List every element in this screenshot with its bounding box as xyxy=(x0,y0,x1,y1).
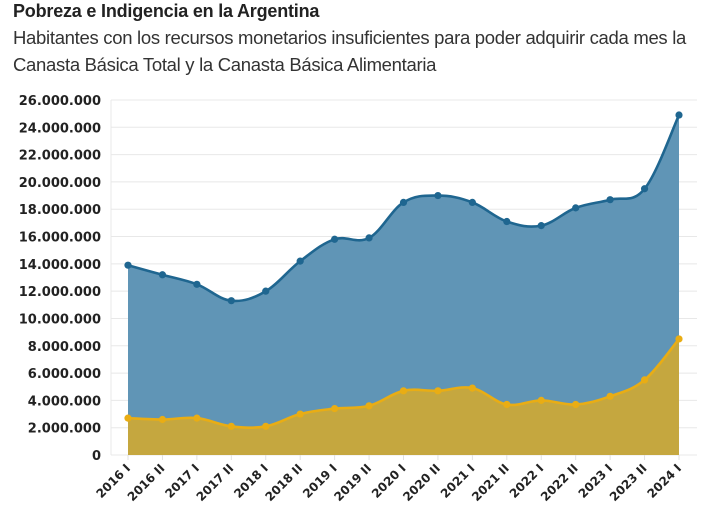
x-tick-label: 2020 II xyxy=(400,461,443,504)
data-point-0-12[interactable] xyxy=(537,222,545,230)
y-tick-label: 22.000.000 xyxy=(19,149,101,164)
data-point-1-15[interactable] xyxy=(640,376,649,384)
series-area-1 xyxy=(128,338,679,455)
data-point-0-14[interactable] xyxy=(606,196,614,204)
data-point-0-13[interactable] xyxy=(572,204,580,212)
data-point-0-5[interactable] xyxy=(296,257,304,265)
data-point-0-4[interactable] xyxy=(262,287,270,295)
y-tick-label: 26.000.000 xyxy=(19,94,101,109)
data-point-0-3[interactable] xyxy=(227,297,235,305)
y-tick-label: 10.000.000 xyxy=(19,312,101,327)
data-point-1-1[interactable] xyxy=(158,415,167,424)
x-tick-label: 2024 I xyxy=(644,461,684,501)
data-point-0-0[interactable] xyxy=(124,261,132,269)
data-point-1-11[interactable] xyxy=(503,400,511,409)
y-tick-label: 12.000.000 xyxy=(19,285,101,300)
data-point-0-15[interactable] xyxy=(640,185,649,193)
data-point-0-7[interactable] xyxy=(365,234,373,242)
data-point-0-11[interactable] xyxy=(503,217,511,226)
series-points xyxy=(124,111,683,430)
y-tick-label: 2.000.000 xyxy=(28,422,101,437)
y-tick-label: 0 xyxy=(92,449,101,464)
data-point-1-5[interactable] xyxy=(296,410,304,418)
series-areas xyxy=(128,115,679,455)
x-tick-label: 2022 II xyxy=(538,461,581,504)
y-tick-label: 6.000.000 xyxy=(28,367,101,382)
data-point-1-2[interactable] xyxy=(193,414,201,422)
data-point-0-8[interactable] xyxy=(399,198,408,207)
data-point-0-6[interactable] xyxy=(331,235,339,243)
series-area-0 xyxy=(128,115,679,455)
data-point-1-9[interactable] xyxy=(434,387,442,395)
data-point-1-6[interactable] xyxy=(331,404,339,413)
data-point-1-3[interactable] xyxy=(227,422,235,430)
x-tick-label: 2021 II xyxy=(469,461,512,504)
data-point-1-10[interactable] xyxy=(468,384,476,392)
x-tick-label: 2016 II xyxy=(125,461,168,504)
data-point-1-12[interactable] xyxy=(537,396,545,404)
data-point-0-1[interactable] xyxy=(158,271,167,279)
data-point-1-0[interactable] xyxy=(124,414,132,422)
data-point-1-13[interactable] xyxy=(572,400,580,409)
y-tick-label: 20.000.000 xyxy=(19,176,101,191)
x-tick-label: 2023 II xyxy=(607,461,650,504)
x-tick-label: 2019 II xyxy=(331,461,374,504)
y-tick-label: 18.000.000 xyxy=(19,203,101,218)
data-point-0-16[interactable] xyxy=(675,111,683,119)
y-tick-label: 24.000.000 xyxy=(19,121,101,136)
data-point-1-7[interactable] xyxy=(365,402,373,410)
data-point-0-2[interactable] xyxy=(193,280,201,288)
data-point-1-8[interactable] xyxy=(399,387,408,395)
data-point-0-9[interactable] xyxy=(434,191,442,200)
data-point-1-16[interactable] xyxy=(675,335,683,343)
x-tick-label: 2017 II xyxy=(194,461,237,504)
y-tick-label: 4.000.000 xyxy=(28,394,101,409)
chart-title: Pobreza e Indigencia en la Argentina xyxy=(13,1,320,21)
chart-subtitle: Habitantes con los recursos monetarios i… xyxy=(13,27,687,75)
y-tick-label: 8.000.000 xyxy=(28,340,101,355)
data-point-1-4[interactable] xyxy=(262,422,270,430)
data-point-1-14[interactable] xyxy=(606,392,614,400)
y-axis: 0 2.000.000 4.000.000 6.000.000 8.000.000 10.… xyxy=(19,94,101,464)
x-tick-label: 2018 II xyxy=(263,461,306,504)
y-tick-label: 14.000.000 xyxy=(19,258,101,273)
data-point-0-10[interactable] xyxy=(468,198,476,207)
y-tick-label: 16.000.000 xyxy=(19,231,101,246)
